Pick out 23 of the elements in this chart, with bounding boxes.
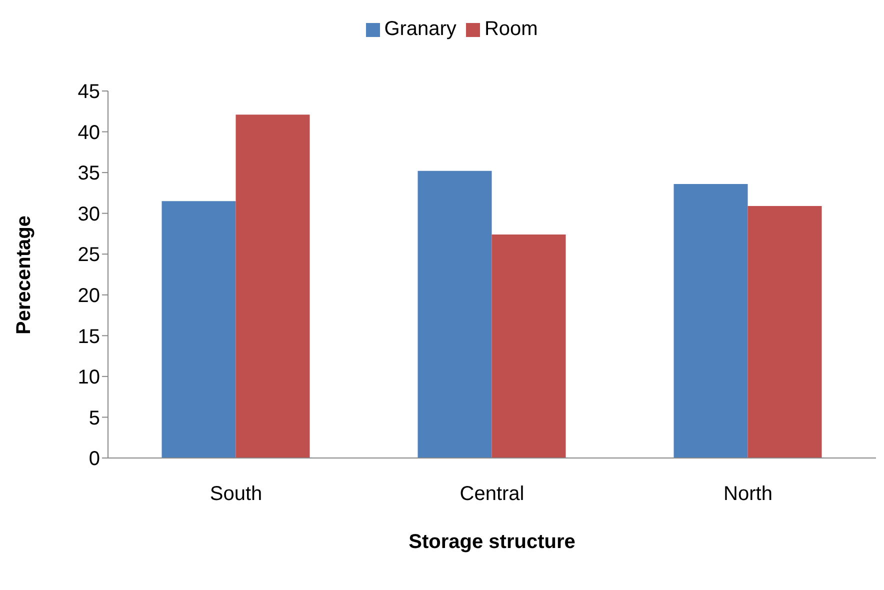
y-tick-label: 5 — [88, 407, 100, 430]
bar — [748, 206, 822, 458]
x-tick-label: South — [210, 483, 262, 506]
bar — [418, 170, 492, 458]
y-tick-label: 20 — [78, 284, 100, 307]
bar — [492, 234, 566, 458]
x-axis-title: Storage structure — [408, 531, 576, 553]
y-tick-label: 40 — [78, 122, 100, 144]
x-tick-label: North — [724, 483, 772, 506]
legend-label: Granary — [384, 18, 456, 40]
x-tick-label: Central — [460, 483, 524, 506]
bar — [236, 114, 310, 458]
y-tick-label: 0 — [88, 448, 100, 470]
y-tick-label: 45 — [78, 81, 100, 104]
y-tick-label: 10 — [78, 366, 100, 389]
legend-label: Room — [484, 18, 538, 40]
bar — [674, 184, 748, 458]
y-tick-label: 30 — [78, 203, 100, 226]
y-tick-label: 25 — [78, 244, 100, 266]
y-tick-label: 35 — [78, 162, 100, 185]
bar — [162, 201, 236, 458]
y-axis-title: Perecentage — [13, 216, 36, 334]
y-tick-label: 15 — [78, 326, 100, 348]
